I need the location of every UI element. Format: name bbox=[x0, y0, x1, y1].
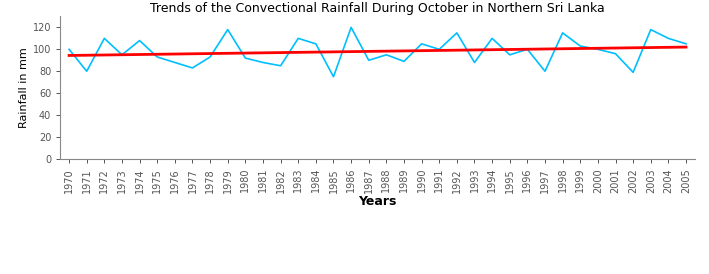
Title: Trends of the Convectional Rainfall During October in Northern Sri Lanka: Trends of the Convectional Rainfall Duri… bbox=[150, 2, 605, 15]
Y-axis label: Rainfall in mm: Rainfall in mm bbox=[18, 47, 28, 128]
X-axis label: Years: Years bbox=[358, 195, 397, 209]
